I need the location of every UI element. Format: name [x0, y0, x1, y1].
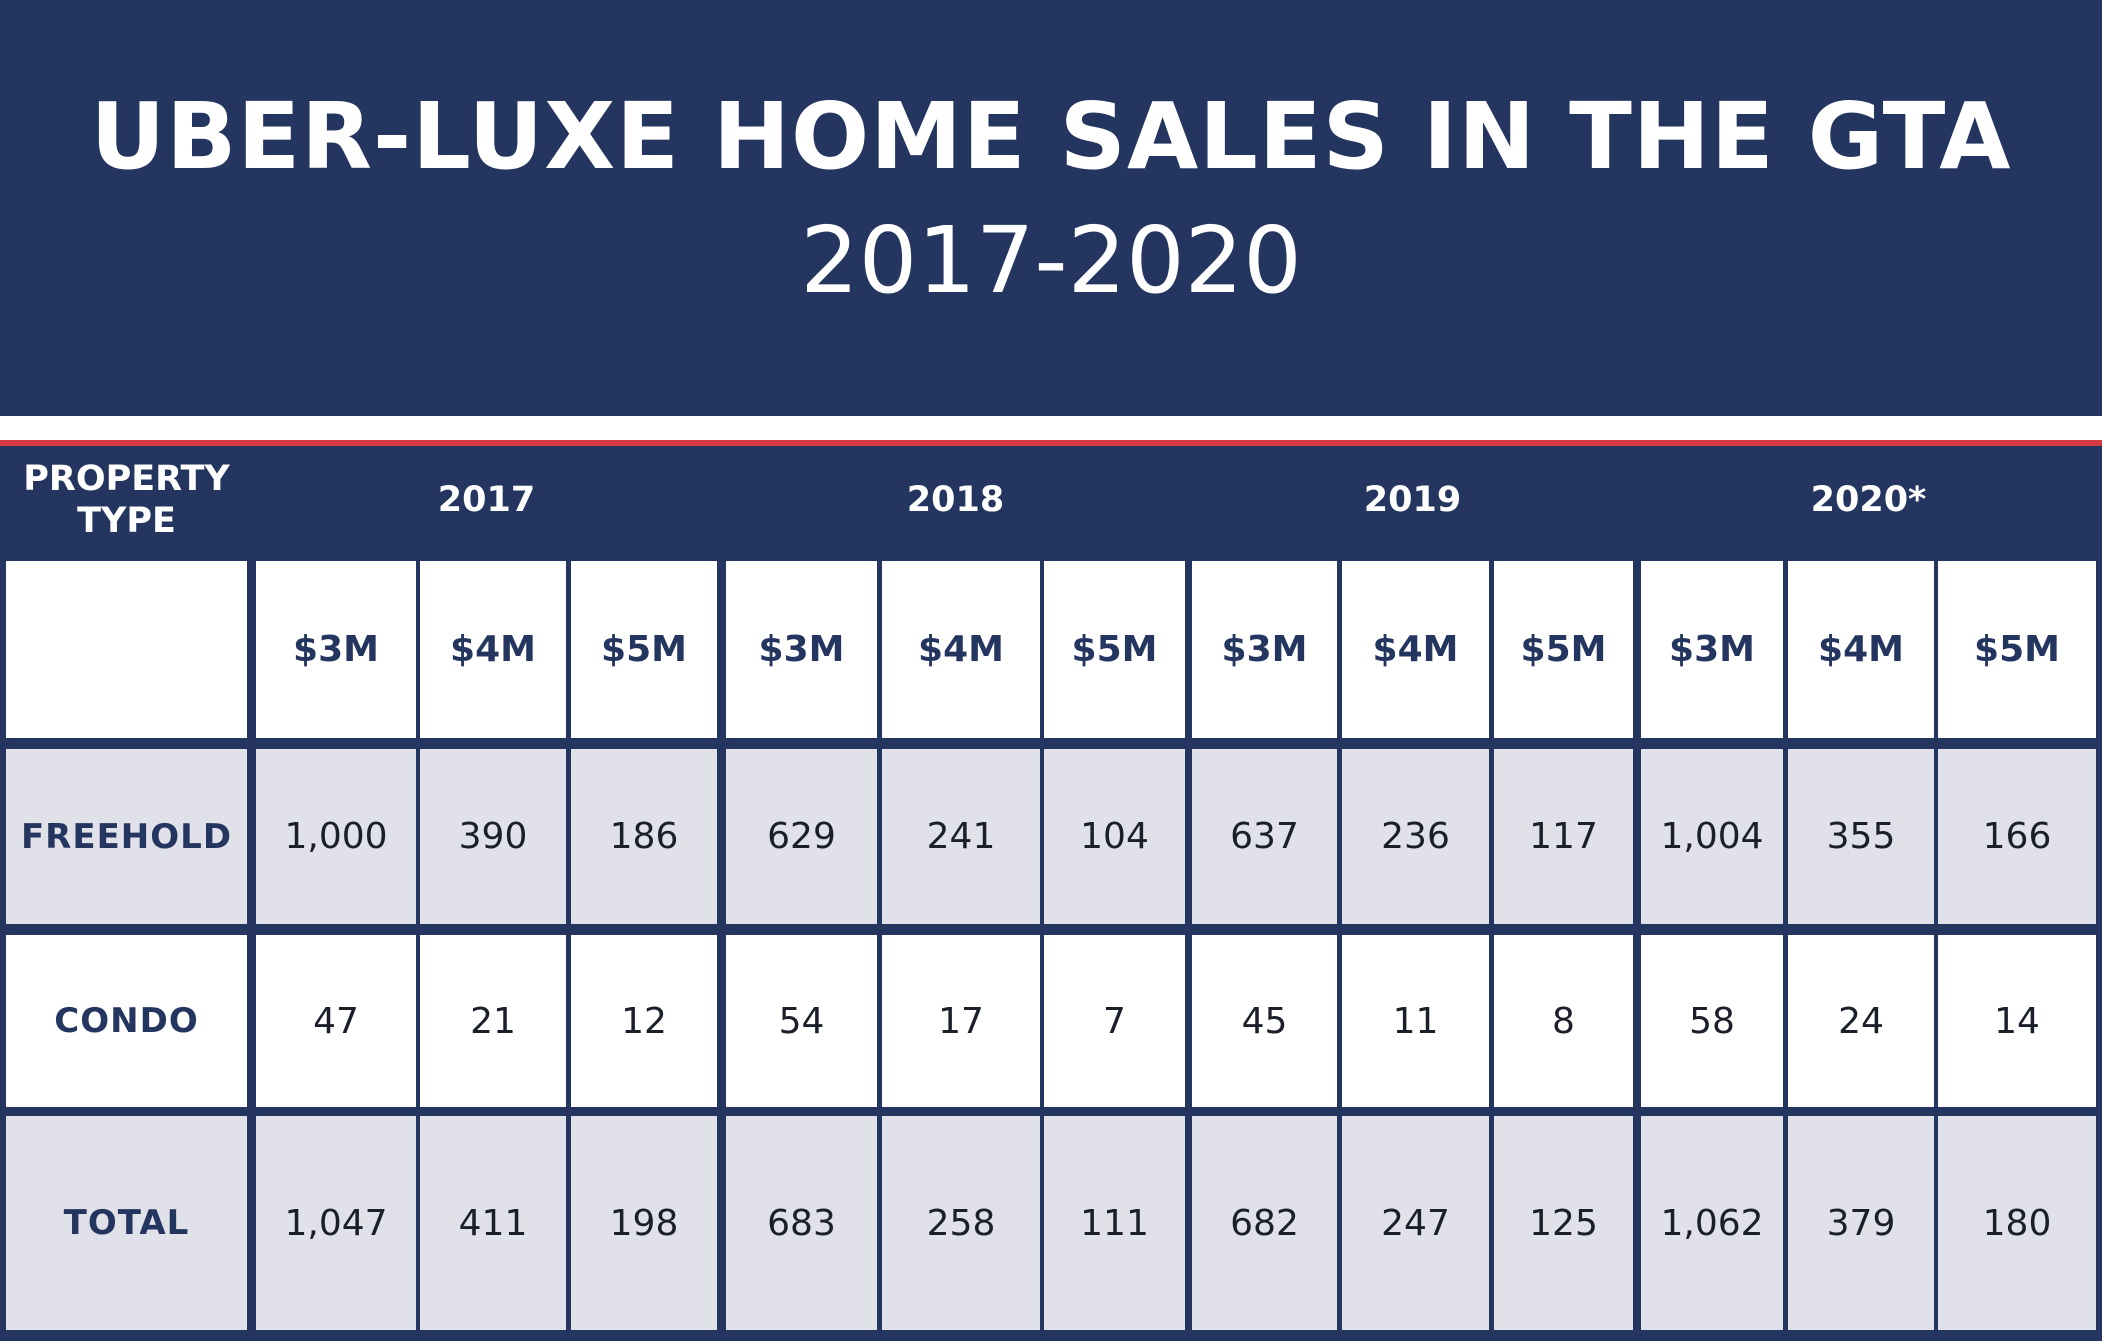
sales-table: PROPERTY TYPE 2017 2018 2019 2020* $3M $4M $5M $… — [0, 446, 2102, 1341]
table-cell: 180 — [1938, 1116, 2096, 1330]
table-cell: 236 — [1342, 749, 1489, 924]
table-cell: 47 — [256, 935, 416, 1107]
table-cell: 7 — [1044, 935, 1185, 1107]
table-cell: 198 — [571, 1116, 717, 1330]
table-cell: 682 — [1192, 1116, 1337, 1330]
price-column-header: $5M — [1044, 561, 1185, 738]
year-header: 2020* — [1810, 479, 1927, 520]
table-cell: 21 — [420, 935, 566, 1107]
accent-divider — [0, 440, 2102, 446]
property-type-header: PROPERTY TYPE — [23, 458, 230, 541]
price-column-header: $5M — [571, 561, 717, 738]
price-column-header: $4M — [1788, 561, 1934, 738]
price-column-header: $3M — [1192, 561, 1337, 738]
table-cell: 1,004 — [1641, 749, 1783, 924]
price-column-header: $5M — [1938, 561, 2096, 738]
chart-title: UBER-LUXE HOME SALES IN THE GTA — [90, 83, 2012, 190]
chart-subtitle: 2017-2020 — [800, 207, 1302, 314]
price-column-header: $4M — [882, 561, 1040, 738]
table-cell: 45 — [1192, 935, 1337, 1107]
table-cell: 111 — [1044, 1116, 1185, 1330]
table-cell: 186 — [571, 749, 717, 924]
table-cell: 117 — [1494, 749, 1633, 924]
price-column-header: $5M — [1494, 561, 1633, 738]
table-cell: 125 — [1494, 1116, 1633, 1330]
table-cell: 17 — [882, 935, 1040, 1107]
row-label: FREEHOLD — [6, 749, 247, 924]
year-header: 2018 — [906, 479, 1005, 520]
table-cell: 379 — [1788, 1116, 1934, 1330]
price-column-header: $4M — [420, 561, 566, 738]
table-cell: 241 — [882, 749, 1040, 924]
table-cell: 683 — [726, 1116, 877, 1330]
table-cell: 11 — [1342, 935, 1489, 1107]
table-cell: 247 — [1342, 1116, 1489, 1330]
table-cell: 12 — [571, 935, 717, 1107]
table-cell: 8 — [1494, 935, 1633, 1107]
row-label: TOTAL — [6, 1116, 247, 1330]
table-cell: 54 — [726, 935, 877, 1107]
table-cell: 104 — [1044, 749, 1185, 924]
table-cell: 411 — [420, 1116, 566, 1330]
table-cell: 1,047 — [256, 1116, 416, 1330]
table-cell: 1,000 — [256, 749, 416, 924]
table-cell: 258 — [882, 1116, 1040, 1330]
price-column-header: $3M — [1641, 561, 1783, 738]
year-header: 2017 — [437, 479, 536, 520]
table-cell: 14 — [1938, 935, 2096, 1107]
header-banner: UBER-LUXE HOME SALES IN THE GTA 2017-202… — [0, 0, 2102, 416]
table-cell: 637 — [1192, 749, 1337, 924]
price-column-header: $3M — [256, 561, 416, 738]
table-cell: 166 — [1938, 749, 2096, 924]
row-label: CONDO — [6, 935, 247, 1107]
year-header: 2019 — [1363, 479, 1462, 520]
table-cell: 390 — [420, 749, 566, 924]
table-cell: 355 — [1788, 749, 1934, 924]
table-cell: 58 — [1641, 935, 1783, 1107]
price-column-header: $4M — [1342, 561, 1489, 738]
blank-header-cell — [6, 561, 247, 738]
table-cell: 1,062 — [1641, 1116, 1783, 1330]
table-cell: 24 — [1788, 935, 1934, 1107]
price-column-header: $3M — [726, 561, 877, 738]
table-cell: 629 — [726, 749, 877, 924]
